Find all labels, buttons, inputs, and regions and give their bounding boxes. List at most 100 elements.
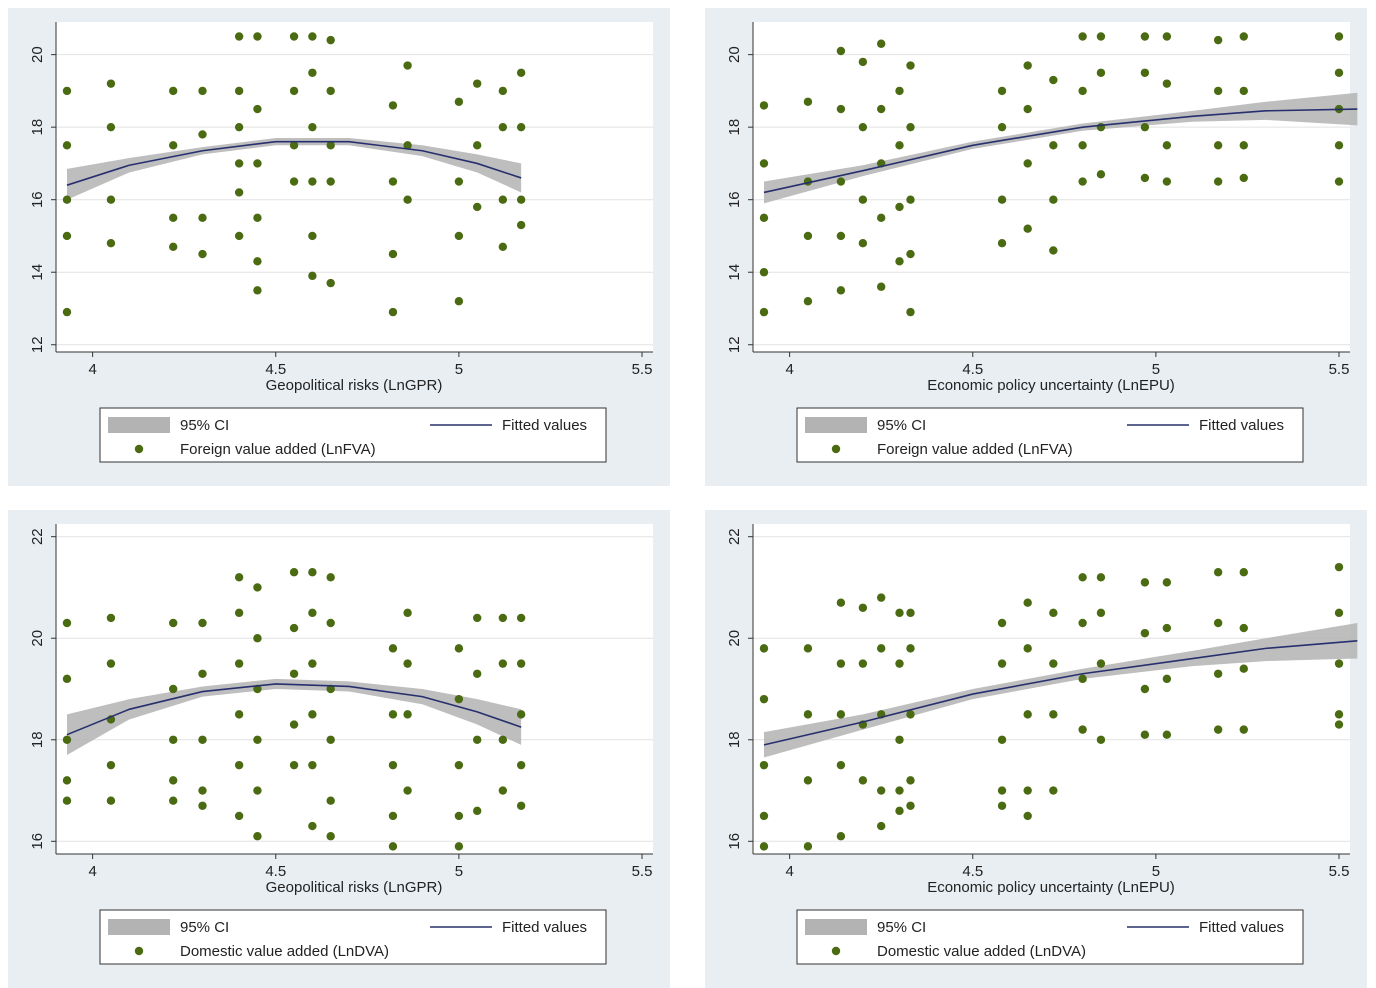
data-point	[906, 307, 915, 317]
data-point	[1213, 177, 1223, 186]
x-tick-label: 4.5	[962, 863, 983, 880]
y-tick-label: 18	[29, 731, 46, 748]
data-point	[472, 669, 482, 678]
data-point	[836, 598, 846, 607]
data-point	[326, 278, 335, 288]
data-point	[498, 122, 508, 132]
y-tick-label: 20	[29, 46, 46, 63]
data-point	[454, 694, 464, 704]
data-point	[1140, 32, 1150, 41]
data-point	[997, 801, 1007, 810]
data-point	[876, 39, 886, 48]
data-point	[253, 832, 262, 841]
data-point	[62, 618, 72, 628]
data-point	[1140, 122, 1150, 132]
data-point	[997, 239, 1007, 248]
data-point	[169, 796, 178, 805]
data-point	[1023, 598, 1032, 607]
fitted-line	[66, 140, 522, 186]
legend-label: Fitted values	[1199, 919, 1284, 936]
data-point	[62, 141, 72, 150]
data-point	[106, 239, 116, 248]
data-point	[858, 776, 868, 785]
x-axis-label: Geopolitical risks (LnGPR)	[266, 879, 443, 896]
data-point	[876, 786, 886, 795]
data-point	[1140, 684, 1150, 694]
data-point	[516, 122, 526, 132]
data-point	[253, 32, 262, 41]
data-point	[906, 122, 915, 132]
data-point	[836, 832, 846, 841]
data-point	[895, 659, 904, 668]
data-point	[997, 618, 1007, 628]
data-point	[198, 86, 207, 96]
legend-label: Domestic value added (LnDVA)	[877, 943, 1086, 960]
data-point	[498, 659, 508, 668]
data-point	[997, 659, 1007, 668]
data-point	[169, 735, 178, 744]
data-point	[253, 286, 262, 295]
data-point	[1140, 730, 1150, 739]
y-tick-label: 12	[29, 336, 46, 353]
y-tick-label: 16	[29, 833, 46, 850]
data-point	[1023, 710, 1032, 719]
plot-area	[753, 22, 1350, 352]
data-point	[289, 669, 299, 678]
x-tick-label: 4	[785, 361, 793, 378]
data-point	[198, 213, 207, 223]
data-point	[403, 659, 412, 668]
fitted-line	[763, 639, 1358, 746]
x-tick-label: 4.5	[265, 863, 286, 880]
data-point	[454, 231, 464, 241]
data-point	[1162, 177, 1172, 186]
x-tick-label: 5	[455, 361, 463, 378]
data-point	[997, 786, 1007, 795]
data-point	[498, 735, 508, 744]
data-point	[326, 832, 335, 841]
data-point	[1078, 32, 1087, 41]
data-point	[803, 776, 813, 785]
y-tick-label: 18	[726, 119, 743, 136]
data-point	[803, 231, 813, 241]
data-point	[234, 122, 244, 132]
y-tick-label: 16	[726, 833, 743, 850]
legend	[796, 909, 1304, 965]
data-point	[836, 46, 846, 56]
data-point	[1096, 573, 1106, 582]
data-point	[858, 57, 868, 67]
data-point	[498, 86, 508, 96]
data-point	[1162, 32, 1172, 41]
data-point	[516, 195, 526, 204]
data-point	[198, 786, 207, 795]
data-point	[895, 202, 904, 212]
data-point	[403, 608, 412, 618]
y-tick-label: 22	[29, 528, 46, 545]
data-point	[253, 213, 262, 223]
legend-swatch	[134, 946, 144, 956]
data-point	[759, 101, 769, 110]
data-point	[403, 710, 412, 719]
data-point	[253, 104, 262, 114]
data-point	[906, 776, 915, 785]
data-point	[454, 297, 464, 306]
data-point	[1049, 246, 1058, 255]
data-point	[1049, 659, 1058, 668]
data-point	[326, 735, 335, 744]
data-point	[803, 842, 813, 851]
data-point	[759, 760, 769, 770]
data-point	[198, 130, 207, 139]
data-point	[289, 177, 299, 186]
data-point	[1239, 32, 1248, 41]
data-point	[198, 669, 207, 678]
data-point	[1049, 75, 1058, 85]
data-point	[326, 618, 335, 628]
data-point	[403, 195, 412, 204]
data-point	[1049, 608, 1058, 618]
legend-swatch	[831, 946, 841, 956]
data-point	[198, 801, 207, 810]
data-point	[1334, 141, 1344, 150]
x-tick-label: 4.5	[265, 361, 286, 378]
data-point	[759, 268, 769, 277]
fitted-line	[66, 683, 522, 736]
data-point	[516, 220, 526, 230]
